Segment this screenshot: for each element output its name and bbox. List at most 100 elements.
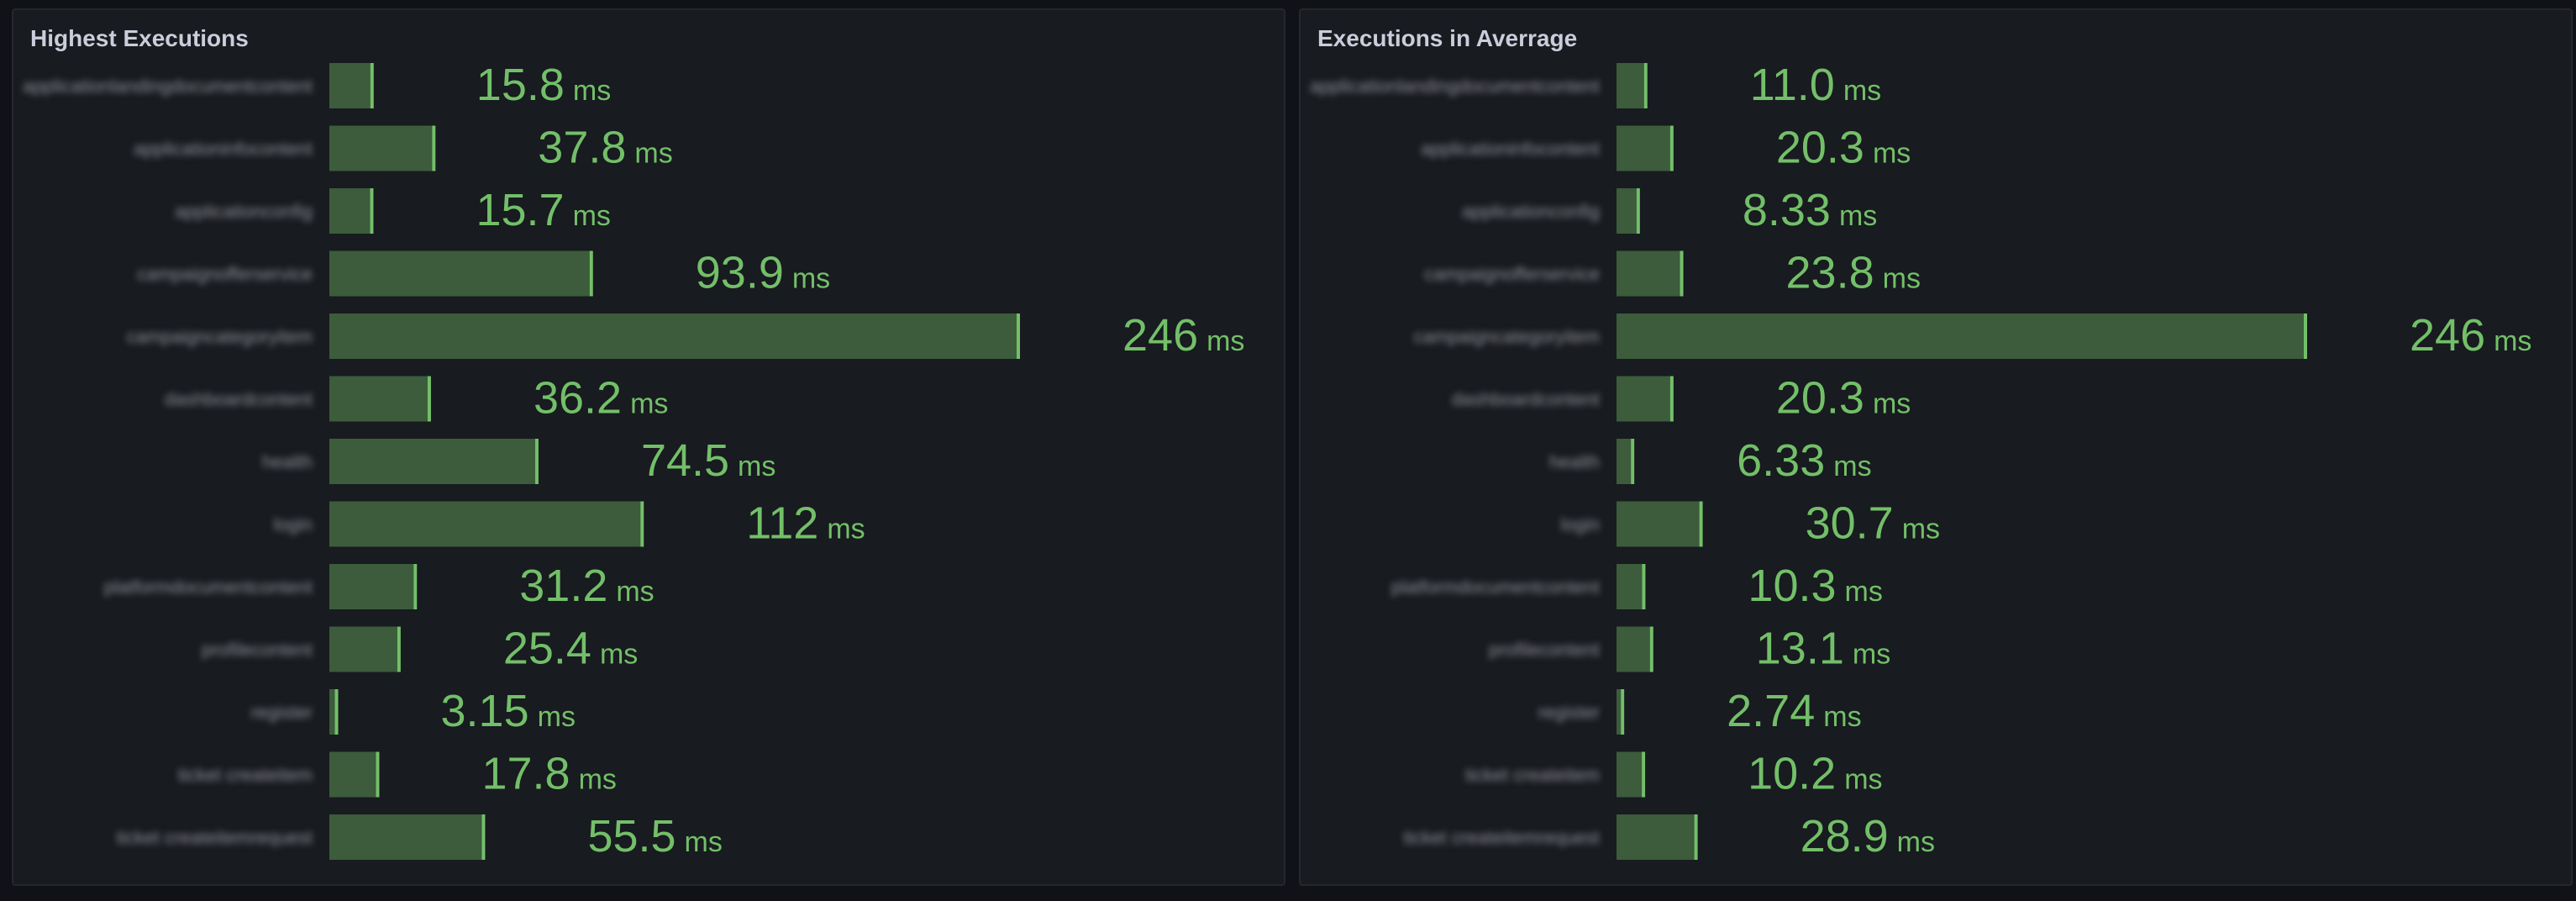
bar[interactable] (329, 626, 397, 672)
panel-title[interactable]: Highest Executions (30, 25, 249, 51)
value-unit: ms (1207, 325, 1244, 357)
value-number: 15.7 (476, 185, 564, 235)
bar-row[interactable]: campaignofferservice 23.8 ms (1424, 248, 1921, 298)
bar[interactable] (1617, 501, 1700, 547)
bar[interactable] (329, 376, 428, 422)
bar-row[interactable]: health 74.5 ms (262, 435, 775, 486)
bar-row[interactable]: campaigncategoryitem 246 ms (1414, 310, 2532, 361)
category-label: health (262, 451, 313, 472)
bar-row[interactable]: login 30.7 ms (1561, 498, 1941, 549)
bar-row[interactable]: applicationlandingdocumentcontent 11.0 ms (1310, 60, 1881, 110)
bar-row[interactable]: ticket createitemrequest 28.9 ms (1403, 811, 1935, 861)
bar-edge (1642, 751, 1646, 798)
bar[interactable] (329, 125, 433, 171)
value-label: 17.8 ms (481, 749, 616, 799)
bar[interactable] (1617, 814, 1695, 860)
bar-row[interactable]: campaignofferservice 93.9 ms (137, 248, 830, 298)
panel-title[interactable]: Executions in Averrage (1317, 25, 1578, 51)
bar-edge (427, 376, 431, 422)
bar[interactable] (1617, 564, 1643, 609)
value-label: 8.33 ms (1743, 185, 1877, 235)
bar[interactable] (329, 689, 335, 735)
bar[interactable] (329, 314, 1017, 359)
category-label: health (1549, 451, 1600, 472)
bar-row[interactable]: platformdocumentcontent 10.3 ms (1391, 561, 1883, 611)
category-label: register (251, 702, 313, 723)
bar[interactable] (1617, 250, 1680, 297)
bar-row[interactable]: platformdocumentcontent 31.2 ms (104, 561, 655, 611)
bar-row[interactable]: profilecontent 13.1 ms (1489, 624, 1890, 674)
value-number: 55.5 (587, 811, 676, 861)
bar-edge (432, 125, 436, 171)
value-unit: ms (2494, 325, 2531, 357)
bar[interactable] (1617, 188, 1637, 234)
bar-row[interactable]: applicationlandingdocumentcontent 15.8 ms (23, 60, 611, 110)
value-number: 23.8 (1786, 248, 1874, 298)
bar-row[interactable]: health 6.33 ms (1549, 435, 1872, 486)
value-label: 25.4 ms (503, 624, 638, 674)
value-unit: ms (616, 576, 654, 608)
value-unit: ms (573, 75, 611, 107)
bar[interactable] (329, 63, 371, 108)
value-number: 37.8 (538, 123, 626, 173)
value-label: 246 ms (1122, 310, 1244, 361)
bar-edge (370, 188, 374, 234)
value-label: 112 ms (746, 498, 865, 549)
category-label: dashboardcontent (165, 389, 313, 410)
bar-edge (1669, 125, 1674, 171)
bar[interactable] (1617, 125, 1670, 171)
bar-row[interactable]: login 112 ms (274, 498, 865, 549)
value-label: 246 ms (2410, 310, 2531, 361)
bar[interactable] (1617, 626, 1650, 672)
bar-edge (334, 689, 339, 735)
bar[interactable] (329, 501, 641, 547)
bar-row[interactable]: applicationinfocontent 20.3 ms (1421, 123, 1911, 173)
bar-edge (2304, 314, 2307, 359)
bar-row[interactable]: ticket createitemrequest 55.5 ms (116, 811, 722, 861)
bar-row[interactable]: register 2.74 ms (1538, 686, 1862, 736)
bar-row[interactable]: applicationconfig 15.7 ms (175, 185, 611, 235)
bar-row[interactable]: applicationconfig 8.33 ms (1462, 185, 1877, 235)
value-unit: ms (573, 200, 611, 232)
value-unit: ms (579, 764, 617, 796)
bar-row[interactable]: register 3.15 ms (251, 686, 576, 736)
value-unit: ms (634, 138, 672, 170)
bar[interactable] (329, 188, 371, 234)
value-label: 10.3 ms (1748, 561, 1882, 611)
value-number: 3.15 (441, 686, 529, 736)
value-number: 10.3 (1748, 561, 1836, 611)
bar-row[interactable]: applicationinfocontent 37.8 ms (134, 123, 673, 173)
panel-executions-average: Executions in Averrage applicationlandin… (1299, 8, 2573, 886)
bar-row[interactable]: campaigncategoryitem 246 ms (127, 310, 1245, 361)
bar[interactable] (1617, 689, 1622, 735)
bar[interactable] (1617, 439, 1632, 484)
bar[interactable] (329, 564, 414, 609)
value-number: 13.1 (1756, 624, 1844, 674)
value-number: 28.9 (1801, 811, 1889, 861)
bar-edge (589, 250, 593, 297)
category-label: ticket createitem (178, 765, 313, 786)
value-label: 15.8 ms (476, 60, 611, 110)
bar-row[interactable]: profilecontent 25.4 ms (202, 624, 638, 674)
category-label: campaigncategoryitem (127, 326, 313, 347)
bar-row[interactable]: dashboardcontent 36.2 ms (165, 373, 669, 424)
bar-row[interactable]: dashboardcontent 20.3 ms (1452, 373, 1911, 424)
bar[interactable] (1617, 376, 1670, 422)
bar[interactable] (329, 751, 376, 798)
bar[interactable] (1617, 751, 1643, 798)
bar[interactable] (1617, 63, 1644, 108)
value-unit: ms (1902, 514, 1940, 545)
bar-edge (376, 751, 380, 798)
value-label: 74.5 ms (641, 435, 775, 486)
value-unit: ms (1843, 75, 1881, 107)
bar-row[interactable]: ticket createitem 17.8 ms (178, 749, 617, 799)
bar[interactable] (329, 250, 590, 297)
bar-row[interactable]: ticket createitem 10.2 ms (1465, 749, 1883, 799)
bar-edge (481, 814, 486, 860)
bar[interactable] (329, 439, 535, 484)
bar[interactable] (1617, 314, 2304, 359)
bar[interactable] (329, 814, 482, 860)
bar-edge (1669, 376, 1674, 422)
value-label: 23.8 ms (1786, 248, 1921, 298)
bar-edge (1649, 626, 1653, 672)
